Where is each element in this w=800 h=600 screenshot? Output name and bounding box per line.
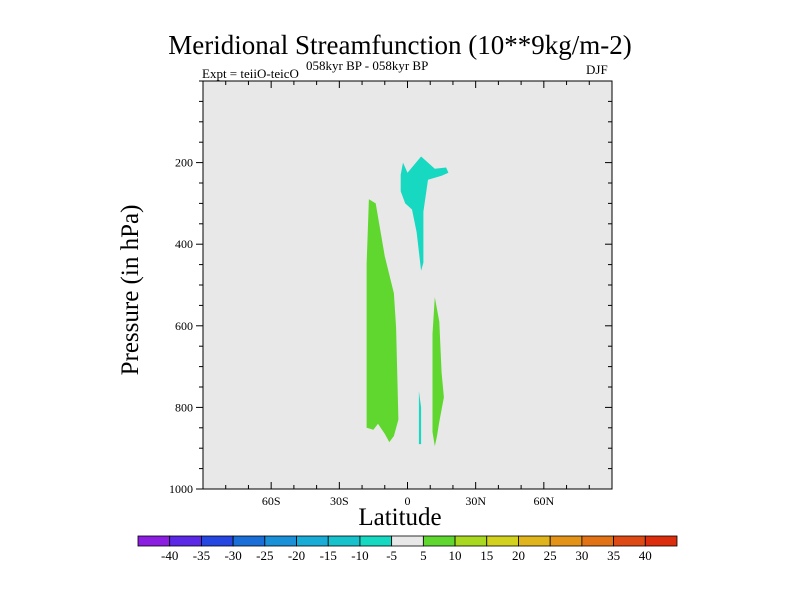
- y-tick-label: 800: [175, 400, 193, 414]
- x-tick-label: 30N: [465, 494, 486, 508]
- colorbar-swatch: [359, 535, 393, 547]
- colorbar-label: 25: [544, 548, 557, 563]
- colorbar-swatch: [486, 535, 519, 547]
- colorbar-label: -20: [288, 548, 305, 563]
- colorbar-label: -10: [351, 548, 368, 563]
- x-axis-label: Latitude: [358, 504, 442, 531]
- colorbar-label: -15: [320, 548, 337, 563]
- colorbar-swatch: [613, 535, 646, 547]
- contour-region-1: [366, 199, 399, 443]
- chart-title: Meridional Streamfunction (10**9kg/m-2): [168, 30, 632, 60]
- colorbar-label: 5: [420, 548, 427, 563]
- season-label: DJF: [586, 62, 608, 77]
- chart-subtitle: 058kyr BP - 058kyr BP: [306, 58, 429, 73]
- y-tick-label: 1000: [169, 482, 193, 496]
- colorbar-label: -30: [224, 548, 241, 563]
- colorbar-label: 40: [639, 548, 652, 563]
- colorbar-swatch: [296, 535, 329, 547]
- x-tick-label: 60N: [533, 494, 554, 508]
- colorbar-swatch: [327, 535, 361, 547]
- colorbar-label: -5: [386, 548, 397, 563]
- colorbar-swatch: [644, 535, 678, 547]
- colorbar-swatch: [549, 535, 583, 547]
- x-tick-label: 60S: [262, 494, 281, 508]
- colorbar-swatch: [169, 535, 202, 547]
- colorbar-label: -40: [161, 548, 178, 563]
- colorbar-label: -35: [193, 548, 210, 563]
- colorbar-swatch: [422, 535, 456, 547]
- colorbar-swatch: [201, 535, 234, 547]
- axis-ticks: 60S 30S 0 30N 60N 200 400 600 800 1000: [169, 80, 613, 508]
- y-tick-label: 400: [175, 237, 193, 251]
- x-tick-label: 30S: [330, 494, 349, 508]
- colorbar: -40 -35 -30 -25 -20 -15 -10 -5 5 10 15 20 25 30 35 40: [137, 535, 678, 563]
- colorbar-label: 30: [575, 548, 588, 563]
- colorbar-label: 10: [449, 548, 462, 563]
- colorbar-swatch: [581, 535, 614, 547]
- contour-regions: [366, 156, 449, 447]
- colorbar-label: 15: [480, 548, 493, 563]
- colorbar-swatch: [391, 535, 424, 547]
- colorbar-swatch: [232, 535, 266, 547]
- colorbar-swatch: [264, 535, 297, 547]
- colorbar-swatch: [454, 535, 488, 547]
- colorbar-swatch: [137, 535, 171, 547]
- colorbar-swatch: [518, 535, 551, 547]
- colorbar-label: 35: [607, 548, 620, 563]
- colorbar-label: 20: [512, 548, 525, 563]
- experiment-label: Expt = teiiO-teicO: [202, 66, 299, 81]
- colorbar-label: -25: [256, 548, 273, 563]
- y-tick-label: 200: [175, 156, 193, 170]
- y-tick-label: 600: [175, 319, 193, 333]
- contour-region-2: [432, 297, 444, 447]
- contour-region-0: [400, 156, 449, 271]
- contour-region-3: [418, 391, 422, 445]
- x-tick-label: 0: [405, 494, 411, 508]
- plot-background: [203, 81, 612, 489]
